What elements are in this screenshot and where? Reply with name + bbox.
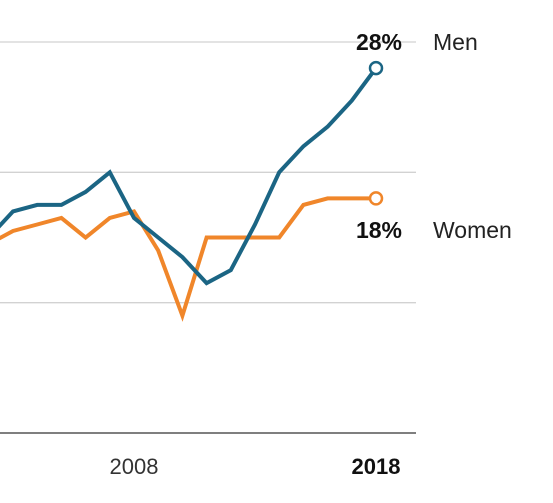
series-line-women (0, 196, 376, 322)
endpoint-marker-women (368, 191, 384, 206)
end-value-label-women: 18% (356, 217, 402, 243)
series-label-women: Women (433, 217, 512, 243)
series-line-men (0, 66, 378, 286)
end-labels: 28% Men 18% Women (356, 29, 512, 243)
endpoint-marker-men (368, 60, 384, 76)
x-tick-label-2008: 2008 (110, 454, 159, 479)
x-tick-label-2018: 2018 (352, 454, 401, 479)
end-value-label-men: 28% (356, 29, 402, 55)
gridlines (0, 41, 416, 304)
series-label-men: Men (433, 29, 478, 55)
x-axis-tick-labels: 2008 2018 (110, 454, 401, 479)
series-lines (0, 60, 384, 322)
